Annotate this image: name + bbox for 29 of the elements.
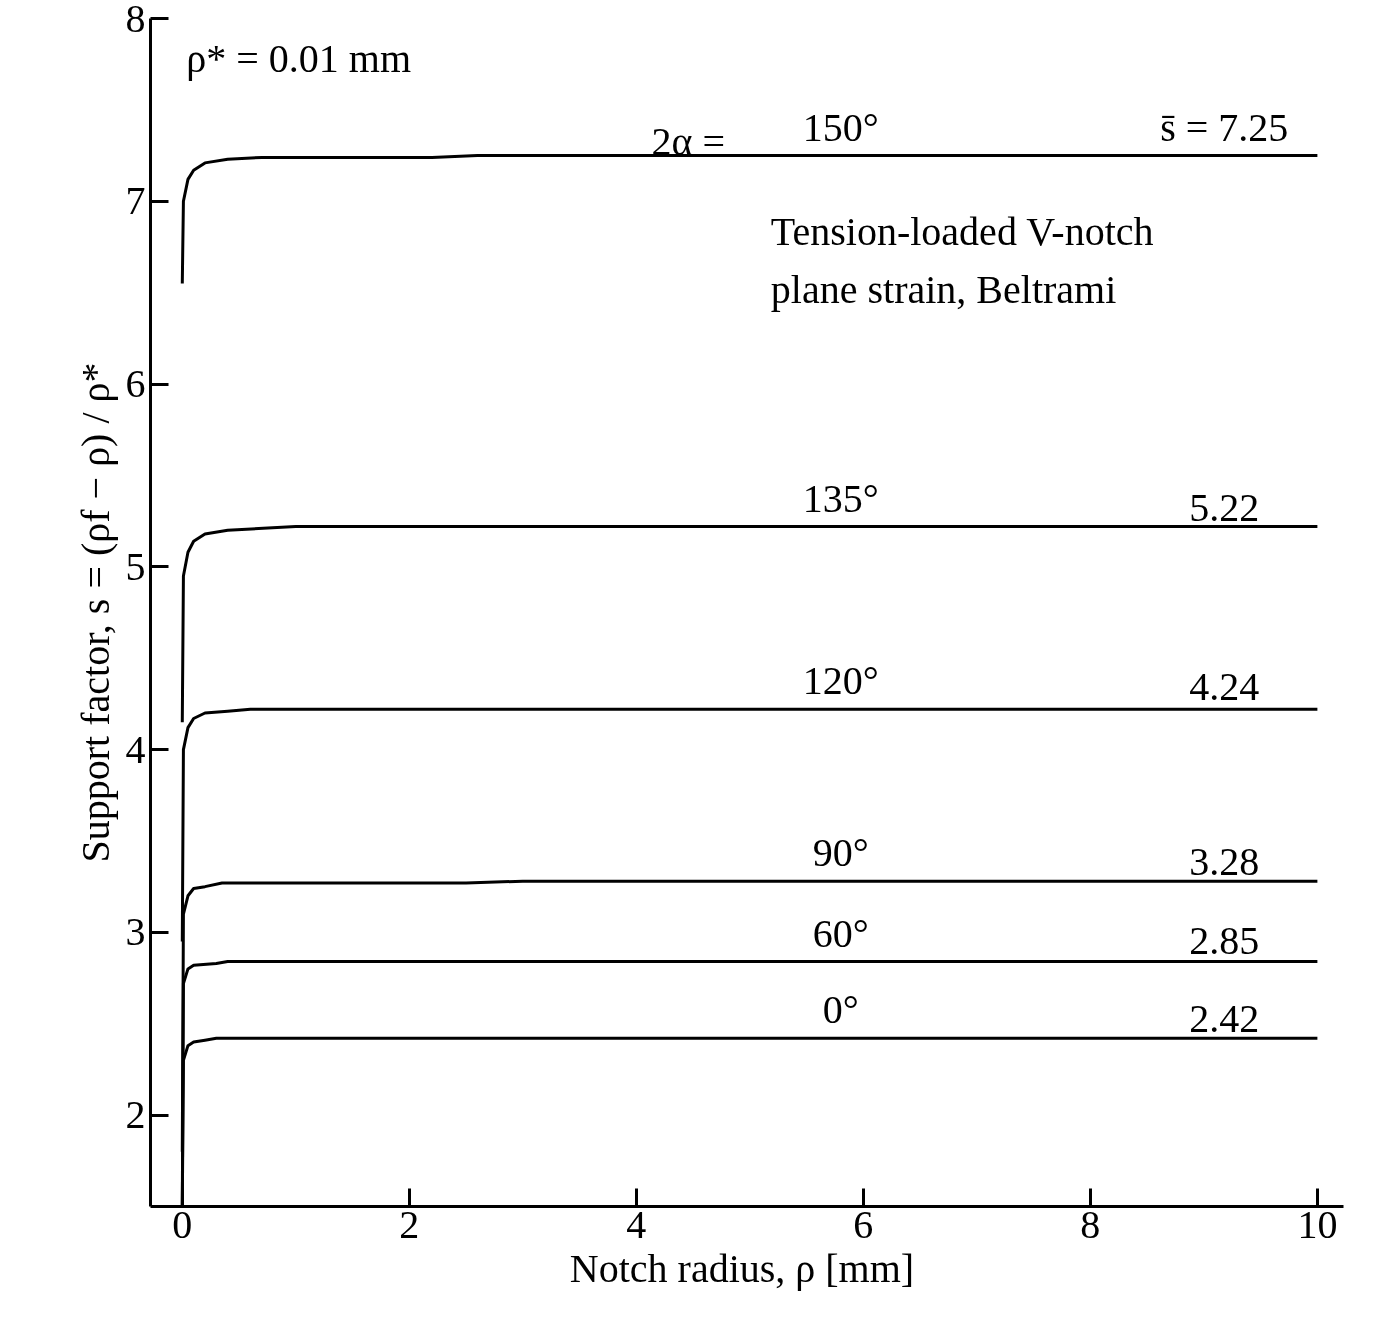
series-label: 60° bbox=[812, 910, 869, 956]
y-tick-label: 3 bbox=[125, 909, 146, 955]
annotation: s̄ = 7.25 bbox=[1160, 104, 1289, 150]
annotation: 2.85 bbox=[1189, 917, 1260, 963]
series-label: 90° bbox=[812, 830, 869, 876]
annotation: 4.24 bbox=[1189, 663, 1260, 709]
x-tick-label: 4 bbox=[626, 1201, 647, 1247]
series-label: 0° bbox=[822, 987, 859, 1033]
y-tick-label: 8 bbox=[125, 0, 146, 41]
y-tick-label: 4 bbox=[125, 726, 146, 772]
x-tick-label: 2 bbox=[399, 1201, 420, 1247]
x-tick-label: 8 bbox=[1080, 1201, 1101, 1247]
annotation: 3.28 bbox=[1189, 839, 1260, 885]
x-tick-label: 10 bbox=[1297, 1201, 1338, 1247]
x-tick-label: 6 bbox=[853, 1201, 874, 1247]
y-axis-title: Support factor, s = (ρf − ρ) / ρ* bbox=[72, 362, 118, 863]
annotation: ρ* = 0.01 mm bbox=[186, 36, 412, 82]
annotation: 2.42 bbox=[1189, 996, 1260, 1042]
x-axis-title: Notch radius, ρ [mm] bbox=[569, 1245, 915, 1291]
series-label: 120° bbox=[802, 658, 879, 704]
series-label: 150° bbox=[802, 104, 879, 150]
annotation: 5.22 bbox=[1189, 484, 1260, 530]
y-tick-label: 2 bbox=[125, 1092, 146, 1138]
y-tick-label: 7 bbox=[125, 178, 146, 224]
x-tick-label: 0 bbox=[172, 1201, 193, 1247]
series-label: 135° bbox=[802, 475, 879, 521]
y-tick-label: 5 bbox=[125, 543, 146, 589]
annotation: Tension-loaded V-notch plane strain, Beltrami bbox=[770, 208, 1154, 313]
y-tick-label: 6 bbox=[125, 361, 146, 407]
